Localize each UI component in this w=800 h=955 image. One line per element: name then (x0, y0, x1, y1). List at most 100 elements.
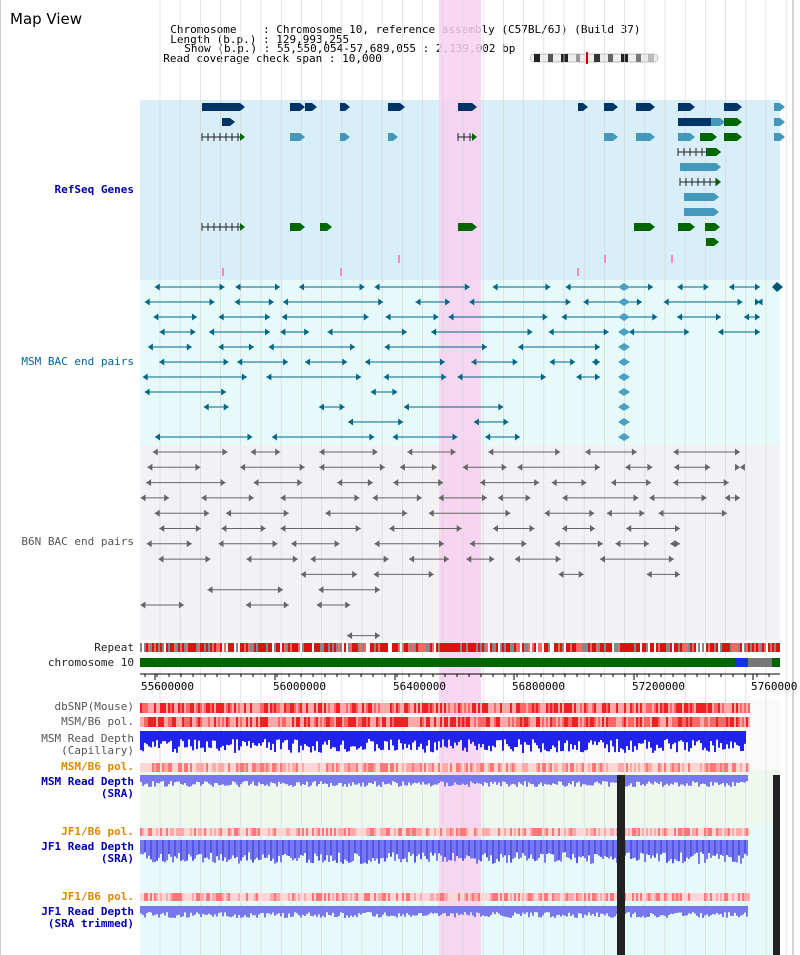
jf1-b6-pol-cell (356, 828, 358, 836)
repeat-segment (646, 643, 648, 652)
coverage-key: Read coverage check span (163, 52, 323, 65)
dbsnp-cell (146, 703, 148, 713)
repeat-segment (382, 643, 384, 652)
gene-block (680, 163, 716, 171)
repeat-segment (488, 643, 490, 652)
dbsnp-cell (436, 703, 438, 713)
b6n-pair-end (633, 494, 639, 502)
jf1-b6-pol-cell (724, 828, 726, 836)
jf1-depth-trim-bar (216, 906, 218, 917)
jf1-b6-pol2-cell (176, 893, 178, 901)
msm-depth-cap-bar (234, 731, 236, 753)
msm-pair-end (445, 298, 451, 306)
repeat-segment (648, 643, 650, 652)
jf1-depth-sra-bar (166, 840, 168, 861)
msm-b6-pol-cell (682, 717, 684, 727)
jf1-b6-pol-cell (392, 828, 394, 836)
jf1-b6-pol2-cell (390, 893, 392, 901)
b6n-pair-end (354, 494, 360, 502)
msm-b6-pol-cell (560, 717, 562, 727)
msm-b6-pol2-cell (490, 763, 492, 772)
chromosome-ideogram[interactable] (528, 52, 660, 64)
jf1-depth-sra-bar (288, 840, 290, 857)
jf1-b6-pol-cell (368, 828, 370, 836)
msm-b6-pol-cell (686, 717, 688, 727)
jf1-b6-pol2-cell (462, 893, 464, 901)
jf1-depth-trim-bar (268, 906, 270, 914)
repeat-segment (674, 643, 676, 652)
repeat-segment (462, 643, 464, 652)
jf1-b6-pol-cell (180, 828, 182, 836)
jf1-b6-pol2-cell (646, 893, 648, 901)
msm-b6-pol-cell (168, 717, 170, 727)
jf1-depth-sra-bar (190, 840, 192, 857)
jf1-depth-trim-bar (334, 906, 336, 917)
repeat-segment (710, 643, 712, 652)
gene-arrow (714, 208, 719, 216)
jf1-depth-sra-bar (204, 840, 206, 858)
jf1-depth-trim-bar (214, 906, 216, 915)
msm-depth-sra-bar (694, 775, 696, 783)
jf1-b6-pol2-cell (680, 893, 682, 901)
msm-depth-cap-bar (202, 731, 204, 748)
msm-pair-end (415, 298, 421, 306)
msm-b6-pol2-cell (544, 763, 546, 772)
jf1-depth-sra-bar (504, 840, 506, 856)
b6n-pair-end (558, 570, 564, 578)
msm-depth-cap-bar (200, 731, 202, 748)
jf1-depth-sra-bar (612, 840, 614, 860)
repeat-segment (172, 643, 174, 652)
msm-b6-pol2-cell (600, 763, 602, 772)
jf1-b6-pol2-cell (498, 893, 500, 901)
jf1-b6-pol2-cell (322, 893, 324, 901)
jf1-b6-pol2-cell (214, 893, 216, 901)
dbsnp-cell (504, 703, 506, 713)
msm-pair-end (663, 298, 669, 306)
msm-depth-sra-bar (704, 775, 706, 785)
jf1-depth-sra-bar (682, 840, 684, 864)
jf1-b6-pol2-cell (656, 893, 658, 901)
repeat-segment (340, 643, 342, 652)
jf1-depth-trim-bar (544, 906, 546, 913)
repeat-segment (678, 643, 680, 652)
jf1-b6-pol2-cell (422, 893, 424, 901)
msm-depth-cap-bar (262, 731, 264, 743)
gene-block (340, 133, 345, 141)
gap-column (617, 775, 625, 955)
msm-depth-sra-bar (578, 775, 580, 782)
jf1-b6-pol2-cell (158, 893, 160, 901)
jf1-b6-pol2-cell (468, 893, 470, 901)
repeat-segment (690, 643, 692, 652)
b6n-pair-end (297, 479, 303, 487)
jf1-b6-pol-cell (442, 828, 444, 836)
jf1-depth-trim-bar (546, 906, 548, 913)
jf1-b6-pol-cell (574, 828, 576, 836)
jf1-depth-sra-bar (308, 840, 310, 860)
gene-block (724, 133, 737, 141)
dbsnp-cell (330, 703, 332, 713)
jf1-depth-sra-bar (662, 840, 664, 853)
msm-depth-sra-bar (610, 775, 612, 783)
msm-b6-pol2-cell (688, 763, 690, 772)
repeat-segment (652, 643, 654, 652)
msm-depth-cap-bar (568, 731, 570, 752)
b6n-pair-end (462, 463, 468, 471)
axis-tick-label: 5760000 (751, 680, 798, 693)
msm-b6-pol2-cell (398, 763, 400, 772)
repeat-segment (418, 643, 420, 652)
jf1-b6-pol2-cell (302, 893, 304, 901)
b6n-pair-end (643, 540, 649, 548)
jf1-b6-pol-cell (656, 828, 658, 836)
msm-cluster-marker (618, 433, 630, 441)
msm-depth-sra-bar (386, 775, 388, 785)
jf1-depth-sra-bar (408, 840, 410, 853)
b6n-pair-end (280, 525, 286, 532)
msm-depth-cap-bar (306, 731, 308, 746)
msm-pair-end (431, 328, 437, 336)
msm-b6-pol2-cell (512, 763, 514, 772)
jf1-b6-pol-cell (336, 828, 338, 836)
jf1-depth-trim-bar (142, 906, 144, 915)
msm-depth-cap-bar (712, 731, 714, 746)
jf1-depth-sra-bar (442, 840, 444, 862)
